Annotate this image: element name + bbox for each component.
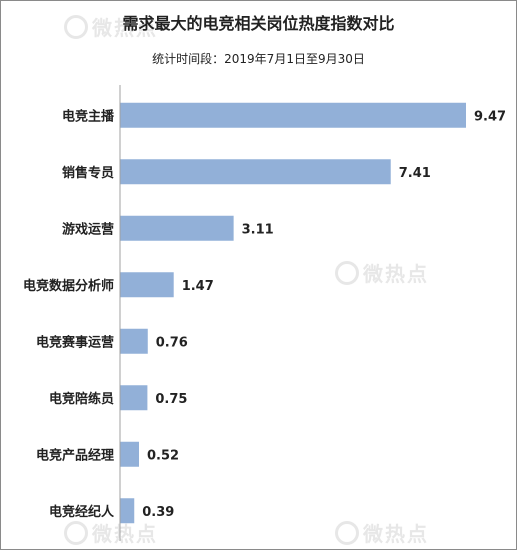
chart-subtitle: 统计时间段：2019年7月1日至9月30日	[152, 52, 365, 66]
value-label: 1.47	[182, 279, 214, 294]
value-label: 0.75	[155, 392, 187, 407]
watermark-top: 微热点	[64, 12, 158, 41]
bar	[120, 215, 234, 241]
watermark-text: 微热点	[92, 522, 158, 546]
category-label: 电竞赛事运营	[36, 334, 114, 350]
bar	[120, 159, 391, 185]
watermark-text: 微热点	[92, 16, 158, 40]
category-label: 电竞主播	[62, 108, 115, 124]
category-label: 电竞数据分析师	[23, 278, 114, 294]
watermark-bottom-left: 微热点	[64, 518, 158, 547]
bar	[120, 272, 174, 298]
bar	[120, 102, 466, 128]
watermark-text: 微热点	[363, 262, 429, 286]
category-label: 销售专员	[62, 165, 114, 181]
chart-title: 需求最大的电竞相关岗位热度指数对比	[122, 14, 395, 33]
value-label: 3.11	[242, 222, 274, 237]
category-label: 电竞经纪人	[49, 504, 115, 520]
watermark-logo-icon	[335, 261, 359, 285]
bars-layer: 电竞主播 9.47 销售专员 7.41 游戏运营 3.11 电竞数据分析师 1.47 电竞赛事运…	[23, 102, 506, 524]
watermark-logo-icon	[335, 521, 359, 545]
watermark-logo-icon	[64, 15, 88, 39]
category-label: 电竞产品经理	[36, 447, 114, 463]
category-label: 电竞陪练员	[49, 391, 114, 407]
value-label: 0.76	[156, 335, 188, 350]
bar	[120, 328, 148, 354]
watermark-bottom-right: 微热点	[335, 518, 429, 547]
watermark-logo-icon	[64, 521, 88, 545]
value-label: 0.39	[142, 505, 174, 520]
value-label: 0.52	[147, 448, 179, 463]
value-label: 9.47	[474, 109, 506, 124]
watermark-text: 微热点	[363, 522, 429, 546]
bar	[120, 385, 148, 411]
bar	[120, 441, 139, 467]
bar	[120, 498, 135, 524]
watermark-middle: 微热点	[335, 258, 429, 287]
value-label: 7.41	[399, 166, 431, 181]
category-label: 游戏运营	[62, 221, 114, 237]
